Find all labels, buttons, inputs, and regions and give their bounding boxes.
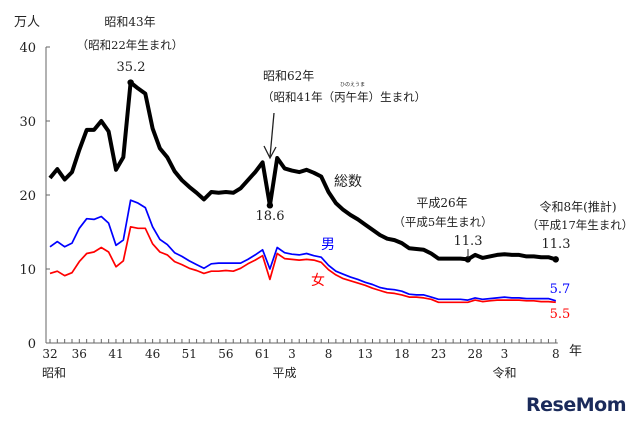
annotation-dip-title: 昭和62年	[263, 69, 314, 83]
highlight-point	[127, 79, 134, 86]
annotation-h26-title: 平成26年	[416, 196, 467, 210]
annotation-r8-value: 11.3	[542, 237, 571, 252]
era-label: 平成	[273, 366, 297, 380]
x-tick-label: 36	[72, 347, 87, 361]
x-tick-label: 51	[182, 347, 197, 361]
series-line-female	[49, 225, 556, 304]
annotation-r8-male: 5.7	[550, 282, 571, 297]
x-tick-label: 3	[501, 347, 509, 361]
highlight-point	[552, 256, 559, 263]
era-label: 令和	[492, 365, 516, 380]
y-tick-label: 0	[28, 337, 36, 352]
annotation-dip-arrow	[269, 112, 275, 158]
annotation-dip-ruby: ひのえうま	[340, 82, 365, 88]
annotation-r8-title: 令和8年(推計)	[540, 199, 617, 214]
annotation-peak-title: 昭和43年	[104, 15, 155, 29]
series-line-male	[49, 199, 557, 302]
y-tick-label: 40	[19, 41, 36, 56]
x-tick-label: 13	[358, 347, 373, 361]
y-tick-label: 30	[19, 115, 36, 130]
x-tick-label: 8	[325, 347, 333, 361]
series-line-total	[48, 80, 557, 262]
series-label-male: 男	[321, 237, 335, 253]
annotation-h26-value: 11.3	[454, 234, 483, 249]
era-label: 昭和	[42, 366, 66, 380]
series-label-total: 総数	[334, 174, 362, 190]
x-tick-label: 3	[288, 347, 296, 361]
y-tick-label: 10	[19, 263, 36, 278]
annotation-peak-sub: （昭和22年生まれ）	[77, 38, 184, 52]
x-tick-label: 46	[145, 347, 160, 361]
annotation-r8-sub: （平成17年生まれ）	[527, 218, 634, 232]
x-tick-label: 56	[218, 347, 233, 361]
y-axis-unit: 万人	[14, 15, 40, 30]
annotation-peak-value: 35.2	[117, 60, 146, 75]
annotation-dip-sub: （昭和41年（丙午年）生まれ）	[262, 90, 426, 104]
x-tick-label: 23	[431, 347, 446, 361]
x-tick-label: 28	[467, 347, 482, 361]
annotation-dip-arrowhead	[263, 145, 277, 160]
resemom-logo: ReseMom	[526, 394, 626, 416]
highlight-point	[464, 256, 472, 263]
x-tick-label: 8	[552, 347, 560, 361]
annotation-dip-value: 18.6	[256, 209, 285, 224]
series-label-female: 女	[311, 272, 325, 289]
annotation-r8-female: 5.5	[550, 307, 571, 322]
x-tick-label: 61	[255, 347, 270, 361]
highlight-point	[266, 202, 274, 209]
x-tick-label: 41	[108, 347, 123, 361]
annotation-h26-sub: （平成5年生まれ）	[393, 215, 492, 229]
x-axis-unit: 年	[569, 344, 582, 359]
x-tick-label: 32	[42, 347, 57, 361]
y-tick-label: 20	[19, 189, 36, 204]
x-tick-label: 18	[394, 347, 409, 361]
